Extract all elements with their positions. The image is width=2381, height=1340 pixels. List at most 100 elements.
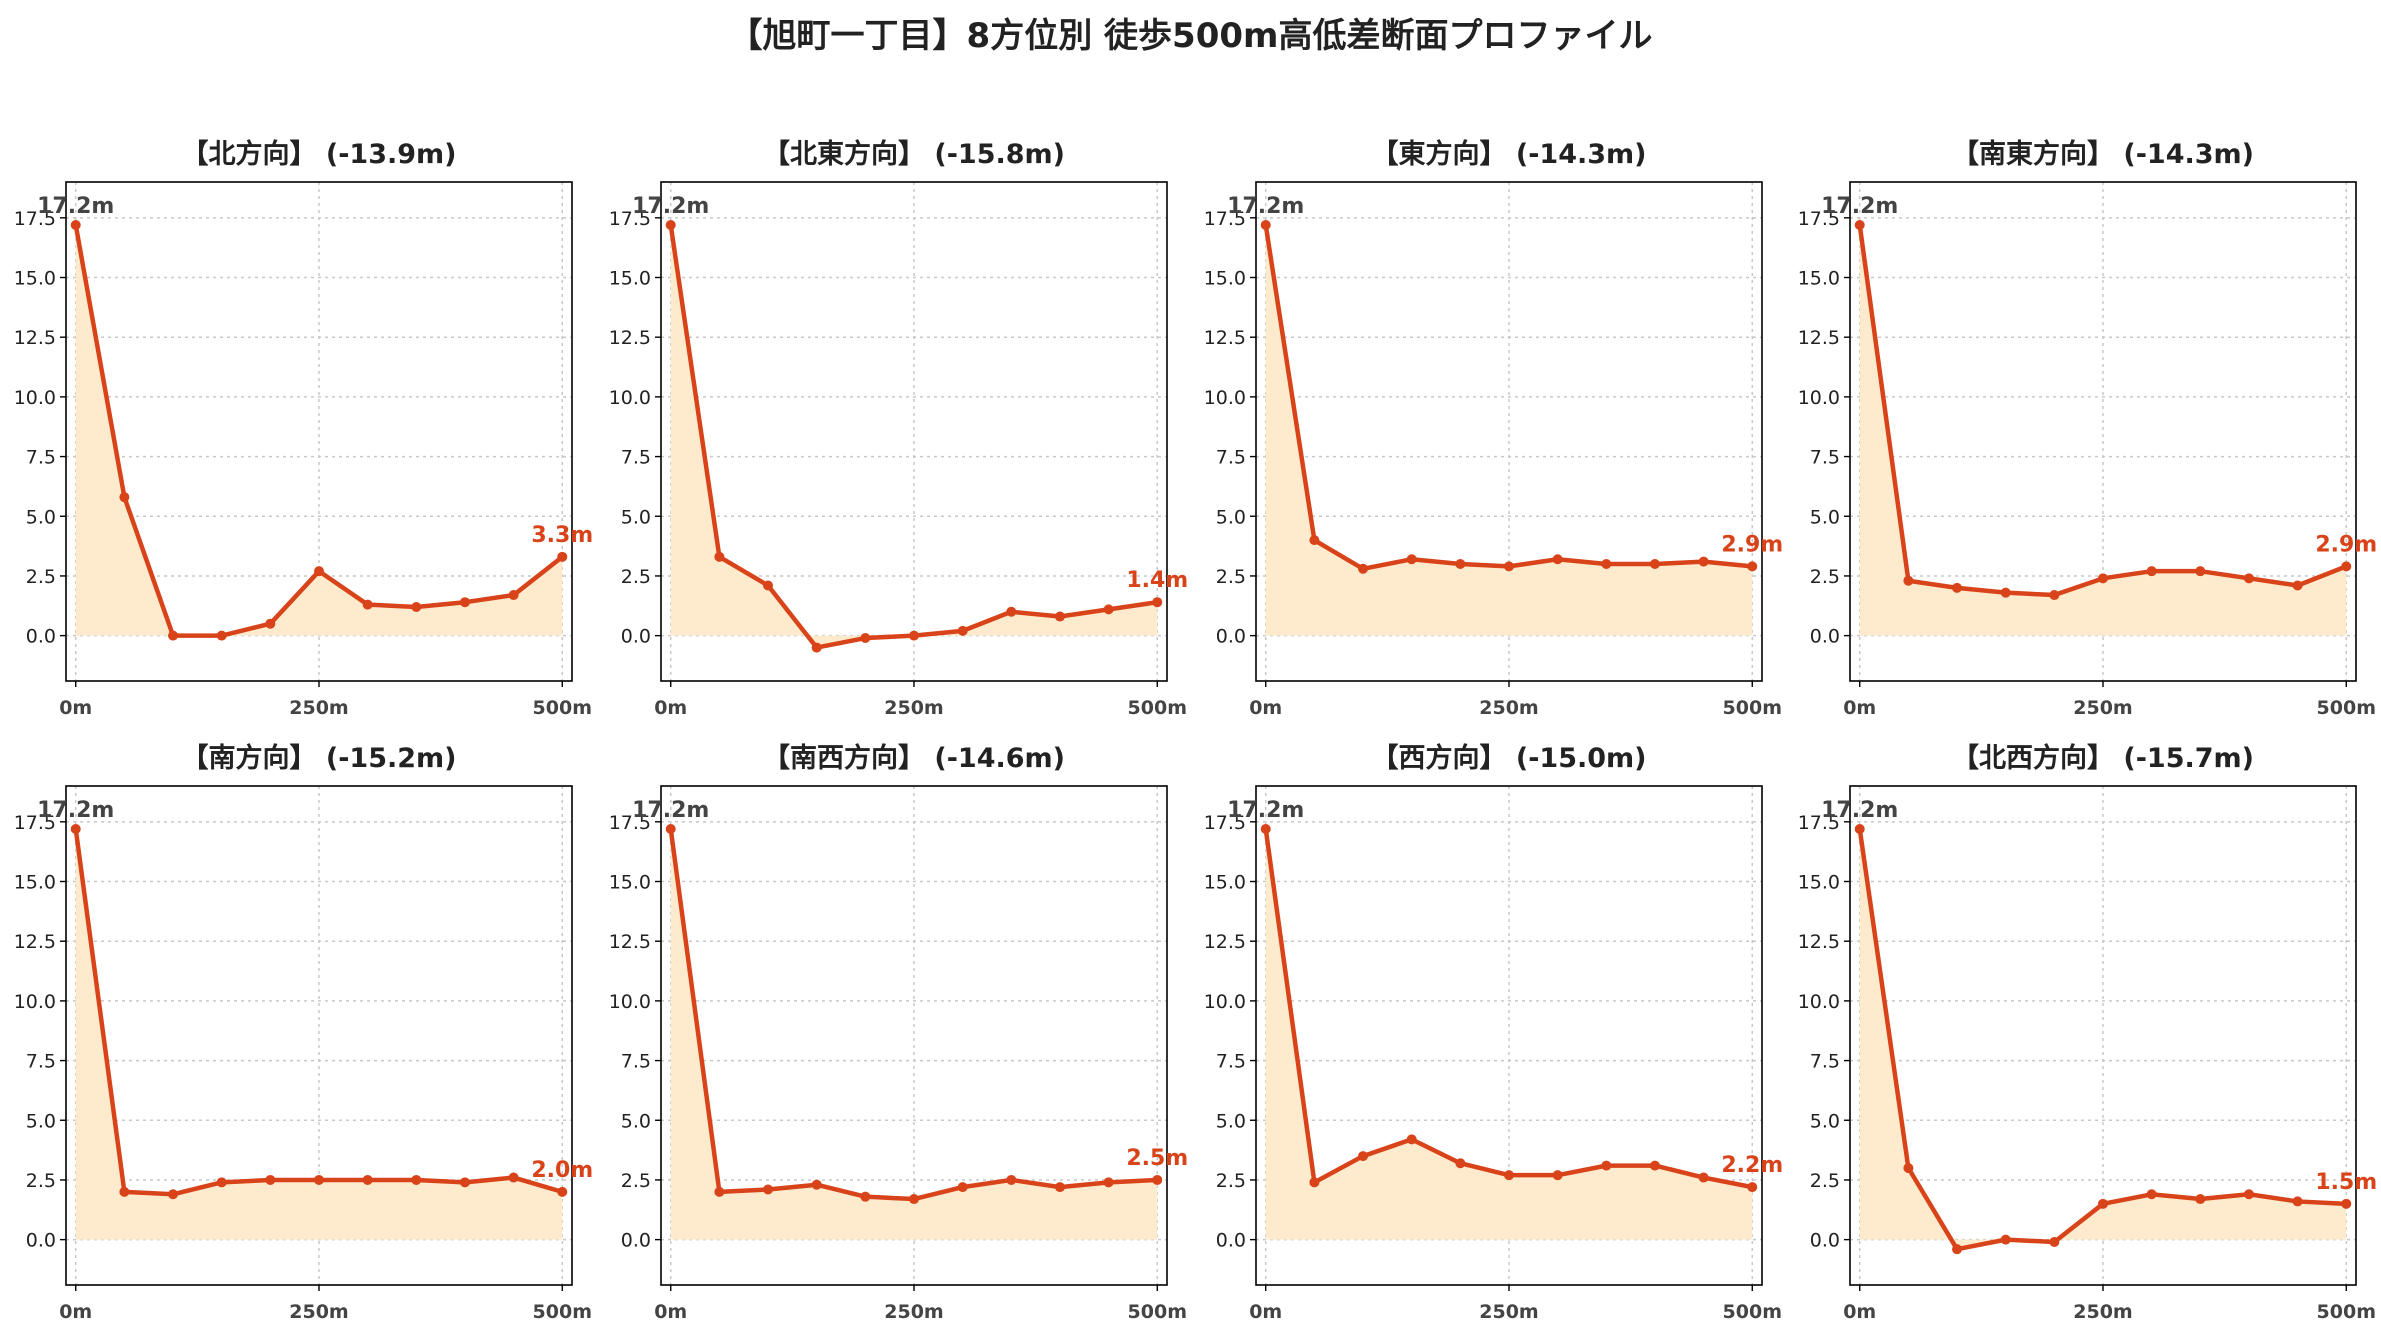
y-tick-label: 12.5: [14, 931, 56, 953]
elevation-area: [670, 224, 1158, 648]
y-tick-label: 7.5: [1216, 1051, 1246, 1073]
x-tick-label: 500m: [1128, 697, 1187, 719]
y-tick-label: 12.5: [609, 931, 651, 953]
data-point: [1552, 554, 1563, 565]
data-point: [314, 566, 324, 577]
y-tick-label: 7.5: [26, 1051, 56, 1073]
x-tick-label: 0m: [59, 1301, 92, 1323]
y-tick-label: 5.0: [1216, 1110, 1246, 1132]
y-tick-label: 0.0: [1216, 626, 1246, 648]
y-tick-label: 15.0: [1798, 872, 1840, 894]
y-tick-label: 5.0: [1216, 506, 1246, 528]
data-point: [459, 597, 470, 608]
data-point: [119, 492, 130, 503]
y-tick-label: 2.5: [1216, 566, 1246, 588]
y-tick-label: 15.0: [14, 268, 56, 290]
data-point: [2146, 566, 2157, 577]
data-point: [1309, 1177, 1320, 1188]
panel-title: 【北東方向】 (-15.8m): [763, 138, 1065, 170]
y-tick-label: 10.0: [609, 387, 651, 409]
x-tick-label: 500m: [1723, 1301, 1782, 1323]
data-point: [1952, 1244, 1963, 1255]
y-tick-label: 0.0: [1216, 1230, 1246, 1252]
data-point: [1504, 561, 1514, 572]
y-tick-label: 17.5: [1204, 812, 1246, 834]
y-tick-label: 0.0: [26, 1230, 56, 1252]
y-tick-label: 5.0: [621, 1110, 651, 1132]
x-tick-label: 500m: [1723, 697, 1782, 719]
elevation-area: [670, 828, 1158, 1240]
data-point: [459, 1177, 470, 1188]
data-point: [2146, 1189, 2157, 1200]
data-point: [2098, 1198, 2108, 1209]
y-tick-label: 7.5: [1810, 1051, 1840, 1073]
data-point: [2243, 1189, 2254, 1200]
chart-panel: 0.0 2.5 5.0 7.5 10.0 12.5 15.0 17.5 0m 250m 500m 【西…: [1204, 742, 1784, 1323]
data-point: [714, 551, 725, 562]
elevation-line: [1263, 828, 1753, 1190]
data-point: [1854, 823, 1865, 834]
data-point: [1903, 1163, 1914, 1174]
y-tick-label: 15.0: [1204, 268, 1246, 290]
start-elevation-label: 17.2m: [1227, 798, 1304, 823]
end-elevation-label: 2.9m: [1721, 532, 1783, 557]
data-point: [557, 551, 568, 562]
data-point: [1698, 1172, 1709, 1183]
panel-title: 【南東方向】 (-14.3m): [1952, 138, 2254, 170]
data-point: [1103, 1177, 1114, 1188]
x-tick-label: 0m: [1843, 1301, 1876, 1323]
elevation-area: [1265, 828, 1753, 1240]
panel-title: 【西方向】 (-15.0m): [1371, 742, 1646, 774]
start-elevation-label: 17.2m: [1821, 194, 1898, 219]
data-point: [70, 219, 81, 230]
data-point: [763, 1184, 774, 1195]
y-tick-label: 5.0: [26, 1110, 56, 1132]
elevation-area: [75, 224, 563, 636]
data-point: [1358, 1151, 1369, 1162]
data-point: [216, 630, 227, 641]
y-tick-label: 10.0: [14, 991, 56, 1013]
x-tick-label: 0m: [1249, 697, 1282, 719]
x-tick-label: 250m: [884, 1301, 943, 1323]
x-tick-label: 250m: [289, 697, 348, 719]
y-tick-label: 2.5: [1810, 1170, 1840, 1192]
y-tick-label: 7.5: [621, 447, 651, 469]
data-point: [1152, 597, 1163, 608]
data-point: [1601, 1160, 1612, 1171]
data-point: [1903, 575, 1914, 586]
start-elevation-label: 17.2m: [37, 798, 114, 823]
start-elevation-label: 17.2m: [632, 194, 709, 219]
data-point: [362, 599, 373, 610]
chart-panel: 0.0 2.5 5.0 7.5 10.0 12.5 15.0 17.5 0m 250m 500m 【北…: [609, 138, 1189, 719]
data-point: [2195, 1194, 2206, 1205]
y-tick-label: 2.5: [26, 566, 56, 588]
y-tick-label: 15.0: [1204, 872, 1246, 894]
data-point: [665, 823, 676, 834]
data-point: [714, 1186, 725, 1197]
data-point: [1747, 1182, 1758, 1193]
x-tick-label: 250m: [289, 1301, 348, 1323]
data-point: [1747, 561, 1758, 572]
data-point: [1455, 1158, 1466, 1169]
data-point: [1455, 559, 1466, 570]
y-tick-label: 12.5: [14, 327, 56, 349]
y-tick-label: 17.5: [14, 208, 56, 230]
panel-title: 【北西方向】 (-15.7m): [1952, 742, 2254, 774]
data-point: [1260, 823, 1271, 834]
y-tick-label: 17.5: [1798, 208, 1840, 230]
data-point: [1309, 535, 1320, 546]
x-tick-label: 250m: [2073, 1301, 2132, 1323]
data-point: [1952, 582, 1963, 593]
data-point: [811, 642, 822, 653]
elevation-area: [1265, 224, 1753, 636]
data-point: [314, 1174, 324, 1185]
y-tick-label: 17.5: [609, 208, 651, 230]
data-point: [957, 1182, 968, 1193]
y-tick-label: 15.0: [14, 872, 56, 894]
data-point: [2292, 1196, 2303, 1207]
x-tick-label: 500m: [2317, 1301, 2376, 1323]
end-elevation-label: 3.3m: [531, 523, 593, 548]
data-point: [860, 1191, 871, 1202]
y-tick-label: 7.5: [621, 1051, 651, 1073]
data-point: [2000, 1234, 2011, 1245]
